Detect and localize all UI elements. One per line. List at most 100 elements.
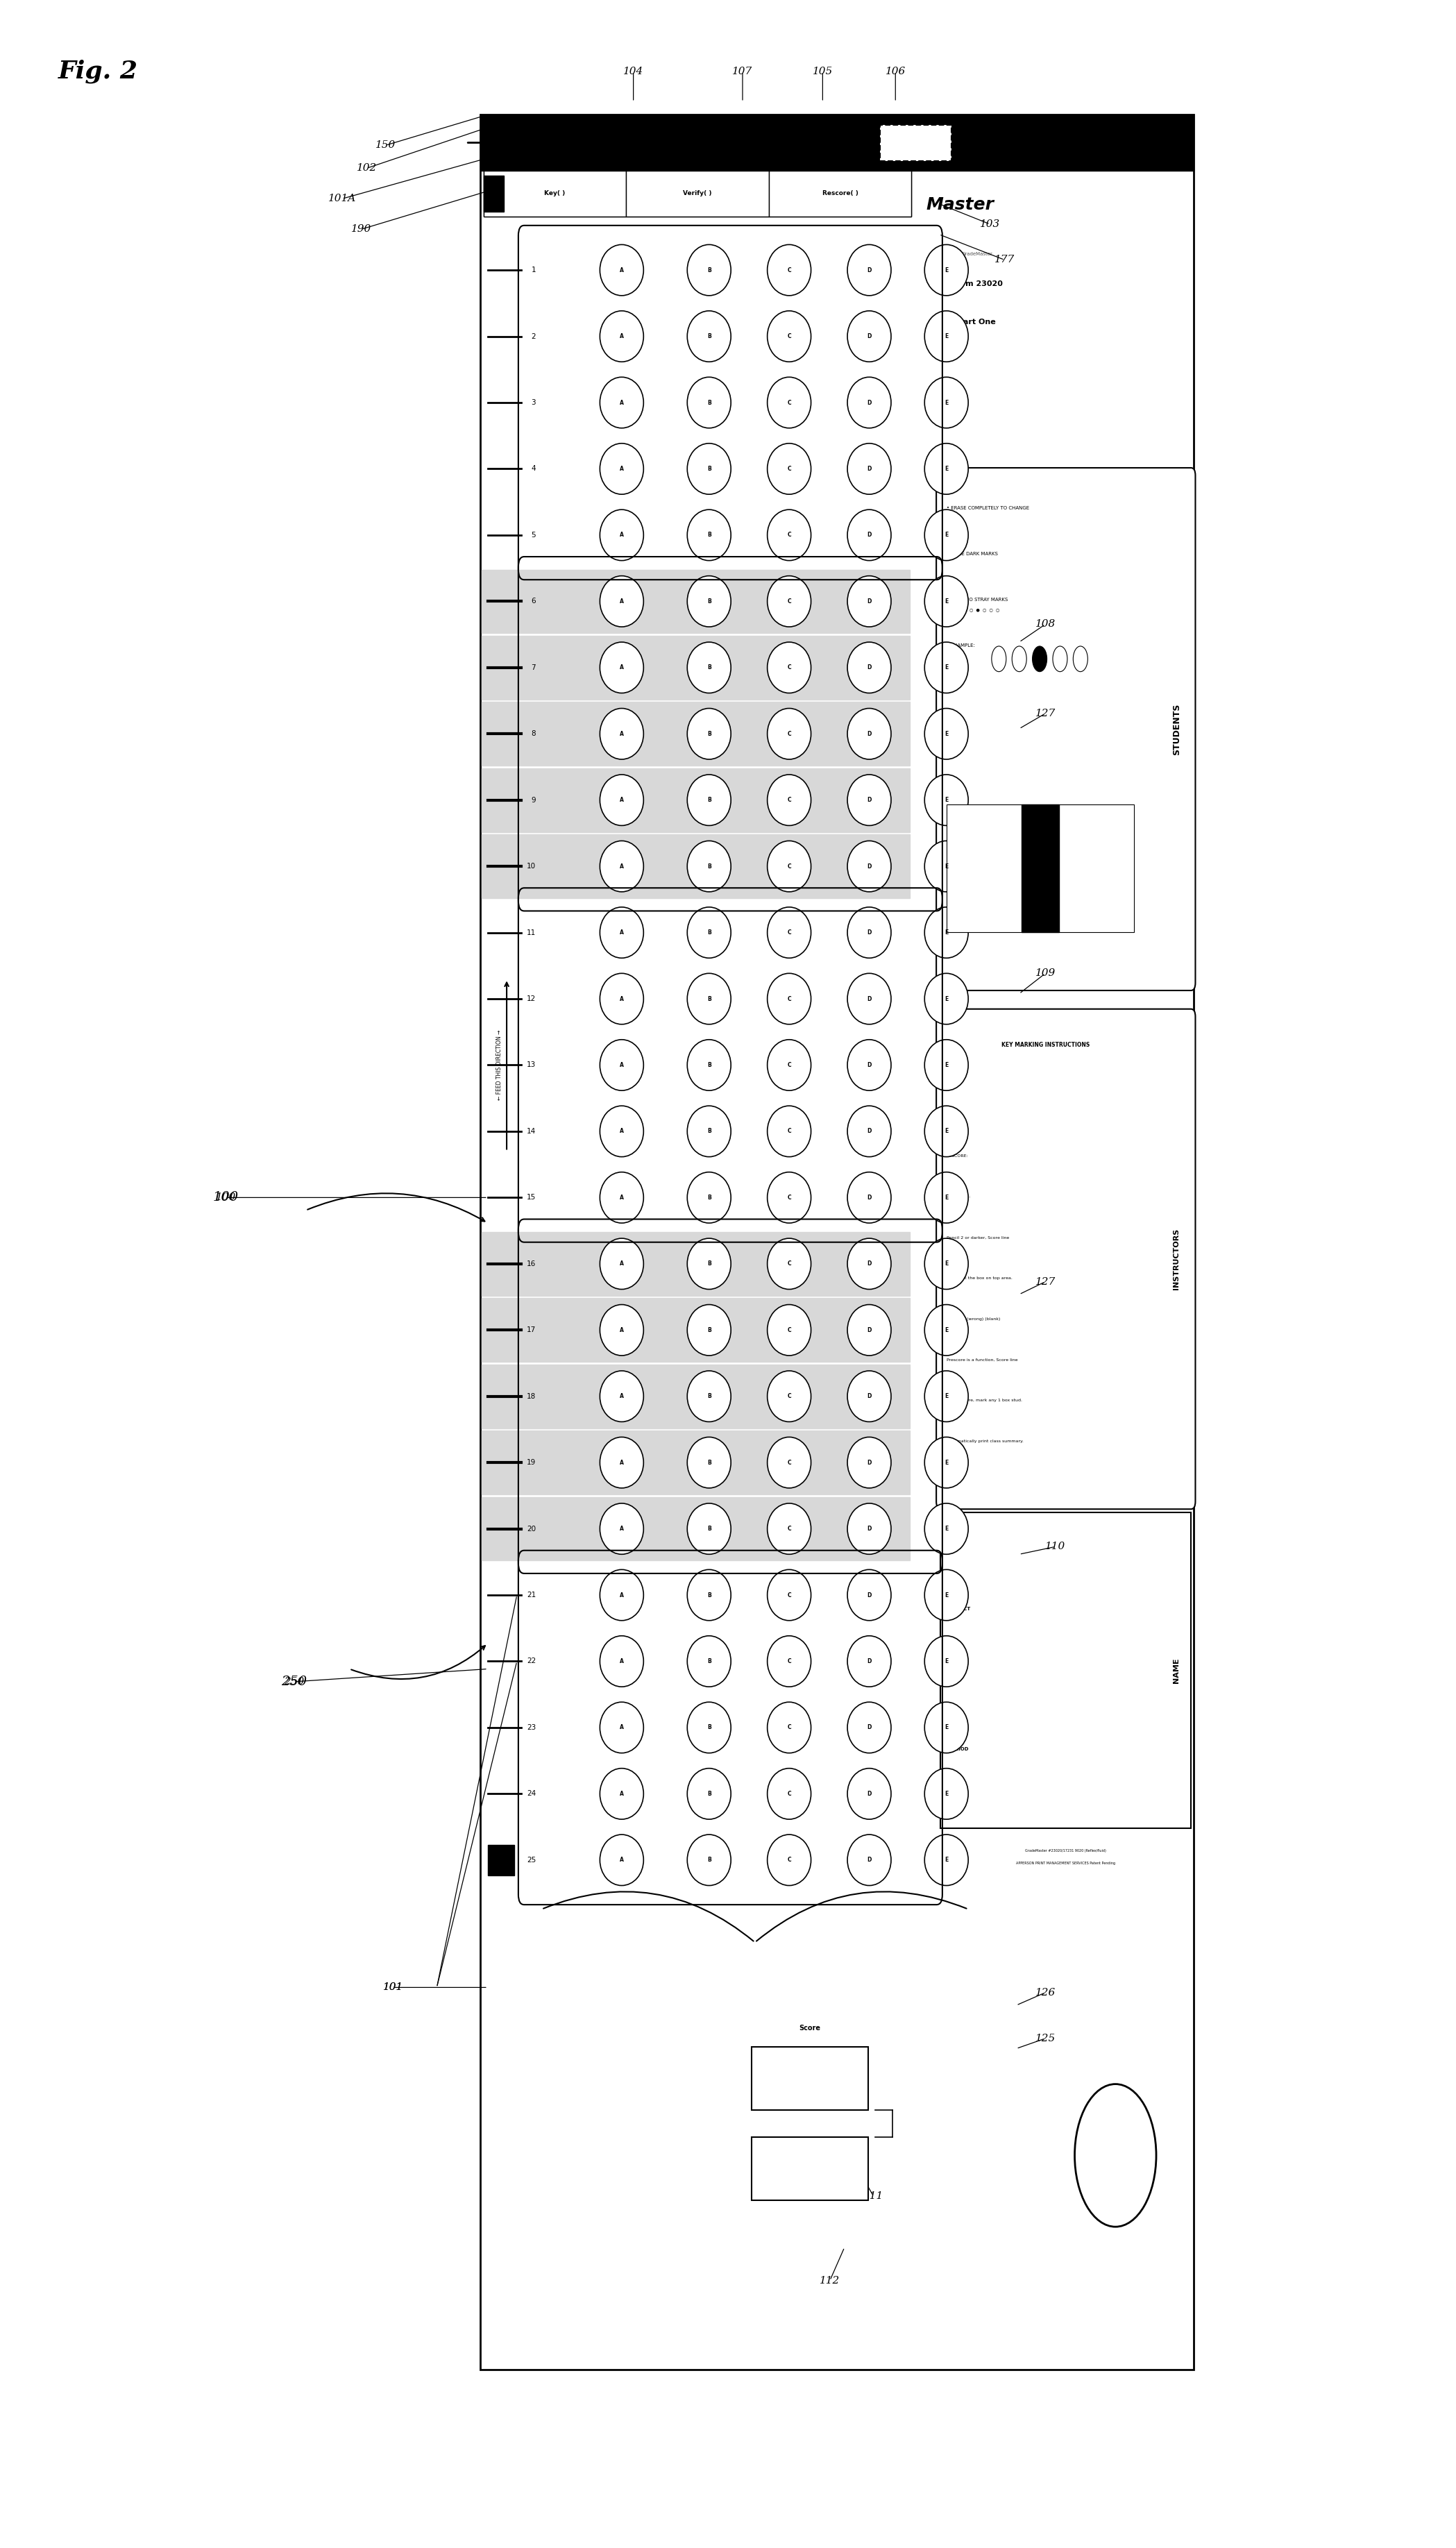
Text: 11: 11 bbox=[527, 930, 536, 935]
Ellipse shape bbox=[925, 245, 968, 296]
Ellipse shape bbox=[767, 443, 811, 494]
Text: B: B bbox=[708, 533, 711, 538]
Bar bbox=[751, 2046, 868, 2110]
Text: ITEM: ITEM bbox=[1107, 2179, 1124, 2184]
Ellipse shape bbox=[600, 642, 644, 693]
Ellipse shape bbox=[600, 708, 644, 759]
Text: 5: 5 bbox=[531, 533, 536, 538]
Text: E: E bbox=[945, 996, 948, 1001]
Text: B: B bbox=[708, 1592, 711, 1598]
Bar bbox=[483, 171, 626, 217]
Ellipse shape bbox=[767, 1702, 811, 1753]
Bar bbox=[483, 171, 911, 217]
Text: Rescore: Rescore bbox=[796, 2166, 824, 2171]
Bar bbox=[482, 769, 910, 831]
Ellipse shape bbox=[925, 907, 968, 958]
Text: C: C bbox=[788, 798, 791, 803]
Text: A: A bbox=[620, 1328, 623, 1333]
Text: • MAKE DARK MARKS: • MAKE DARK MARKS bbox=[946, 553, 997, 555]
Circle shape bbox=[1053, 647, 1067, 673]
Ellipse shape bbox=[767, 1503, 811, 1554]
Ellipse shape bbox=[847, 1503, 891, 1554]
Text: 22: 22 bbox=[527, 1659, 536, 1664]
Ellipse shape bbox=[687, 510, 731, 561]
Text: 24: 24 bbox=[527, 1791, 536, 1796]
Text: C: C bbox=[788, 466, 791, 471]
Text: 7: 7 bbox=[531, 665, 536, 670]
Text: D: D bbox=[866, 665, 872, 670]
Ellipse shape bbox=[767, 1768, 811, 1819]
Text: Key( ): Key( ) bbox=[545, 191, 565, 196]
Text: • ERASE COMPLETELY TO CHANGE: • ERASE COMPLETELY TO CHANGE bbox=[946, 507, 1029, 510]
Text: C: C bbox=[788, 1659, 791, 1664]
FancyBboxPatch shape bbox=[936, 1009, 1195, 1508]
Text: D: D bbox=[866, 1592, 872, 1598]
Text: 4: 4 bbox=[531, 466, 536, 471]
Ellipse shape bbox=[600, 245, 644, 296]
Text: will mark the box on top area.: will mark the box on top area. bbox=[946, 1277, 1012, 1279]
FancyBboxPatch shape bbox=[936, 469, 1195, 991]
Text: E: E bbox=[945, 1261, 948, 1266]
Text: C: C bbox=[788, 1394, 791, 1399]
Text: KEY MARKING INSTRUCTIONS: KEY MARKING INSTRUCTIONS bbox=[1002, 1042, 1091, 1047]
Ellipse shape bbox=[847, 1702, 891, 1753]
Ellipse shape bbox=[687, 1636, 731, 1687]
Text: C: C bbox=[788, 1195, 791, 1200]
Ellipse shape bbox=[847, 377, 891, 428]
Text: A: A bbox=[620, 1857, 623, 1863]
Ellipse shape bbox=[847, 1238, 891, 1289]
Text: Pencil 2 or darker, Score line: Pencil 2 or darker, Score line bbox=[946, 1236, 1009, 1238]
Text: STUDENTS: STUDENTS bbox=[1172, 703, 1181, 754]
Text: 105: 105 bbox=[812, 66, 833, 76]
Text: 108: 108 bbox=[1035, 619, 1056, 629]
Text: B: B bbox=[708, 1526, 711, 1531]
Ellipse shape bbox=[925, 841, 968, 892]
Text: C: C bbox=[788, 996, 791, 1001]
Text: 16: 16 bbox=[527, 1261, 536, 1266]
Ellipse shape bbox=[925, 1040, 968, 1091]
Text: B: B bbox=[708, 1129, 711, 1134]
Text: B: B bbox=[708, 334, 711, 339]
Text: Prescore is a function, Score line: Prescore is a function, Score line bbox=[946, 1358, 1018, 1361]
Text: A: A bbox=[620, 798, 623, 803]
Bar bbox=[488, 1845, 514, 1875]
Text: 126: 126 bbox=[1035, 1987, 1056, 1998]
Text: B: B bbox=[708, 798, 711, 803]
Ellipse shape bbox=[600, 775, 644, 826]
Text: D: D bbox=[866, 1526, 872, 1531]
Text: Reads score, mark any 1 box stud.: Reads score, mark any 1 box stud. bbox=[946, 1399, 1022, 1401]
Text: 18: 18 bbox=[527, 1394, 536, 1399]
Text: A: A bbox=[620, 930, 623, 935]
Ellipse shape bbox=[600, 1305, 644, 1356]
Text: B: B bbox=[708, 268, 711, 273]
Ellipse shape bbox=[847, 245, 891, 296]
Text: 109: 109 bbox=[1035, 968, 1056, 978]
Ellipse shape bbox=[600, 576, 644, 627]
Ellipse shape bbox=[847, 1040, 891, 1091]
Text: 112: 112 bbox=[820, 2275, 840, 2286]
Ellipse shape bbox=[767, 775, 811, 826]
Ellipse shape bbox=[767, 311, 811, 362]
Text: SUBJECT: SUBJECT bbox=[948, 1608, 971, 1610]
Ellipse shape bbox=[925, 1636, 968, 1687]
Text: B: B bbox=[708, 1195, 711, 1200]
Bar bbox=[482, 703, 910, 764]
Text: E: E bbox=[945, 731, 948, 736]
Text: D: D bbox=[866, 334, 872, 339]
Text: 111: 111 bbox=[863, 2191, 884, 2201]
Ellipse shape bbox=[687, 1238, 731, 1289]
Text: 21: 21 bbox=[527, 1592, 536, 1598]
Ellipse shape bbox=[767, 841, 811, 892]
Ellipse shape bbox=[687, 1570, 731, 1621]
Ellipse shape bbox=[687, 311, 731, 362]
Ellipse shape bbox=[925, 576, 968, 627]
Text: D: D bbox=[866, 1328, 872, 1333]
Text: B: B bbox=[708, 1791, 711, 1796]
Bar bbox=[751, 2138, 868, 2201]
Ellipse shape bbox=[687, 1040, 731, 1091]
Text: A: A bbox=[620, 864, 623, 869]
Text: 127: 127 bbox=[1035, 1277, 1056, 1287]
Ellipse shape bbox=[767, 973, 811, 1024]
Bar bbox=[482, 637, 910, 698]
Text: GradeMaster #23020/17231 9020 (Reflex/fluid): GradeMaster #23020/17231 9020 (Reflex/fl… bbox=[1025, 1850, 1107, 1852]
